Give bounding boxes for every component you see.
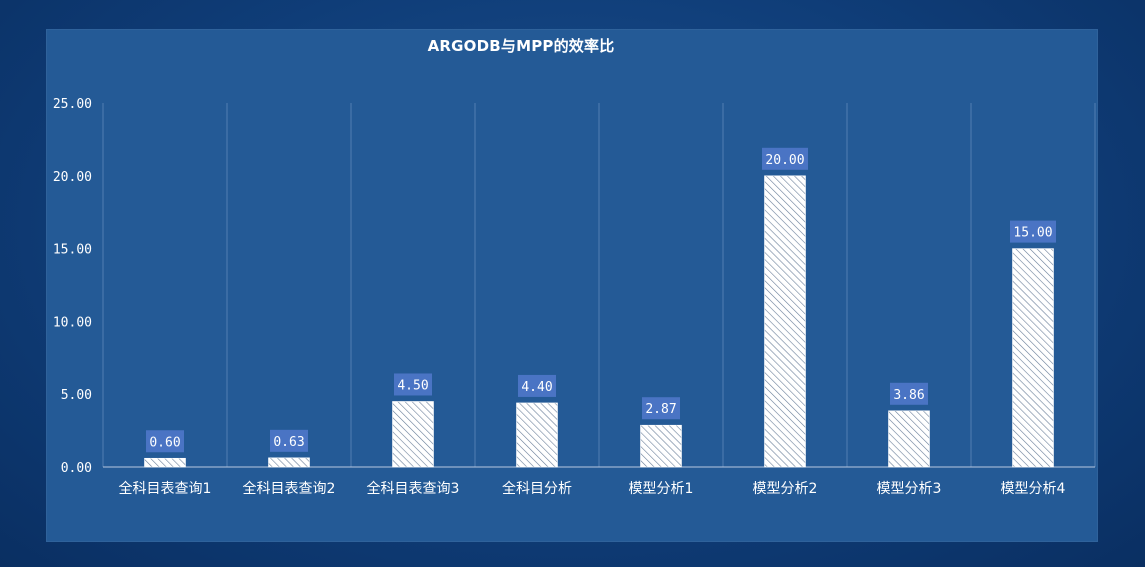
data-label-box <box>270 429 308 452</box>
y-tick-label: 5.00 <box>61 388 92 403</box>
data-label: 20.00 <box>765 153 804 168</box>
data-label: 2.87 <box>645 402 676 417</box>
x-tick-label: 模型分析4 <box>1001 481 1066 497</box>
bar <box>640 424 682 468</box>
data-label-box <box>394 373 432 396</box>
bar <box>888 410 930 468</box>
y-tick-label: 10.00 <box>53 315 92 330</box>
bar <box>1012 248 1054 468</box>
data-label: 0.60 <box>149 435 180 450</box>
bar <box>764 175 806 468</box>
data-label: 4.50 <box>397 378 428 393</box>
x-tick-label: 全科目表查询1 <box>119 480 212 497</box>
x-tick-label: 全科目分析 <box>502 480 572 497</box>
bar <box>268 457 310 468</box>
bar <box>392 401 434 468</box>
chart-panel: ARGODB与MPP的效率比 0.00 5.00 10.00 15.00 20.00 25… <box>46 29 1098 542</box>
x-tick-label: 模型分析3 <box>877 481 942 497</box>
data-label-box <box>1010 220 1056 243</box>
chart-title: ARGODB与MPP的效率比 <box>427 37 615 55</box>
x-tick-label: 模型分析1 <box>629 481 694 497</box>
data-label-box <box>890 382 928 405</box>
x-tick-label: 全科目表查询2 <box>243 480 336 497</box>
data-label-box <box>518 374 556 397</box>
y-tick-label: 20.00 <box>53 170 92 185</box>
y-tick-label: 15.00 <box>53 243 92 258</box>
data-label: 4.40 <box>521 380 552 395</box>
data-label: 0.63 <box>273 435 304 450</box>
x-tick-label: 全科目表查询3 <box>367 480 460 497</box>
bar <box>144 457 186 468</box>
x-tick-label: 模型分析2 <box>753 481 818 497</box>
bar-chart: 0.00 5.00 10.00 15.00 20.00 25.00 0.60 全科目表查询1… <box>53 97 1096 497</box>
y-tick-label: 25.00 <box>53 97 92 112</box>
data-label-box <box>146 430 184 453</box>
data-label-box <box>642 397 680 420</box>
y-tick-label: 0.00 <box>61 461 92 476</box>
data-label-box <box>762 147 808 170</box>
data-label: 15.00 <box>1013 226 1052 241</box>
bar <box>516 402 558 468</box>
data-label: 3.86 <box>893 388 924 403</box>
